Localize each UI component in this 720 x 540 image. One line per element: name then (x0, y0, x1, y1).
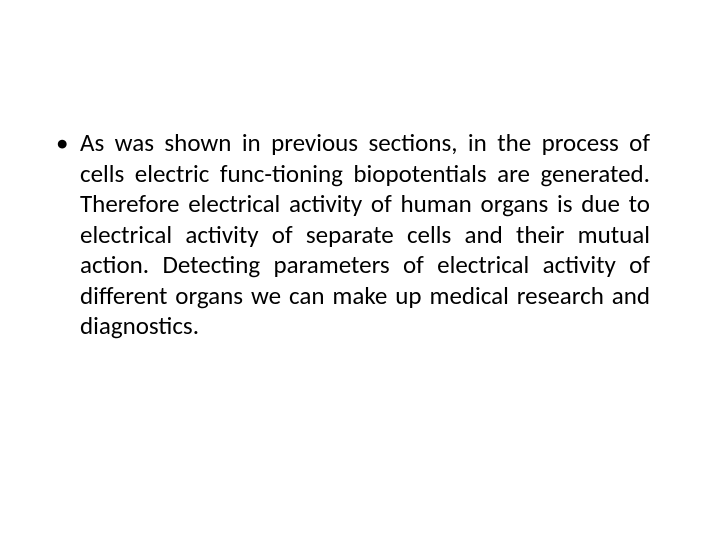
bullet-list: As was shown in previous sections, in th… (50, 128, 650, 342)
bullet-item: As was shown in previous sections, in th… (50, 128, 650, 342)
body-text-frame: As was shown in previous sections, in th… (50, 128, 650, 342)
bullet-text: As was shown in previous sections, in th… (80, 127, 650, 341)
slide: As was shown in previous sections, in th… (0, 0, 720, 540)
